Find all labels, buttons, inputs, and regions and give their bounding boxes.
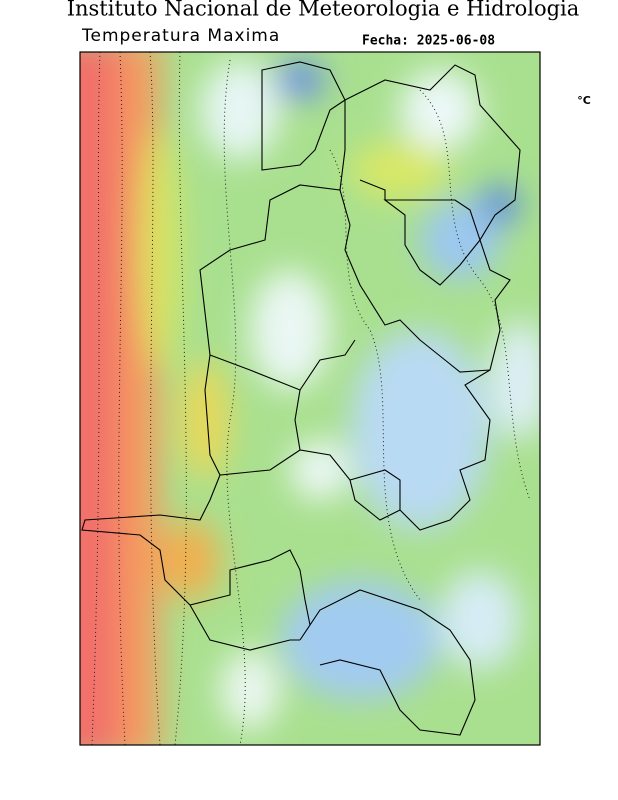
subtitle: Temperatura Maxima [81, 26, 280, 46]
boundaries [81, 61, 521, 736]
map-frame [79, 51, 541, 746]
colorbar-unit: °C [577, 94, 591, 107]
colorbar: °C [577, 94, 591, 107]
title: Instituto Nacional de Meteorologia e Hid… [67, 0, 580, 21]
temperature-field [80, 52, 540, 745]
date: Fecha: 2025-06-08 [362, 34, 495, 49]
